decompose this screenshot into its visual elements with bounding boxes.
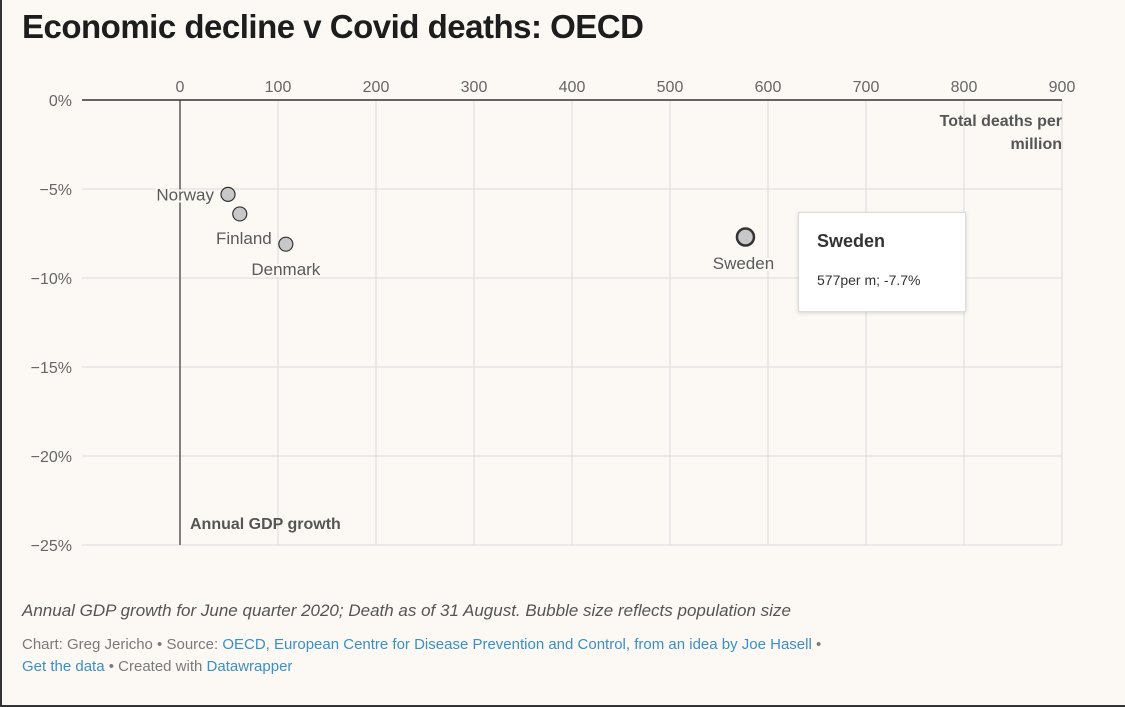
point-sweden [735, 227, 756, 247]
x-tick-label: 900 [1049, 79, 1076, 96]
y-tick-label: −15% [31, 360, 72, 377]
point-label-finland: Finland [216, 229, 272, 248]
x-axis-title: Total deaths per [940, 113, 1062, 130]
source-link[interactable]: OECD, European Centre for Disease Preven… [222, 636, 812, 653]
x-tick-label: 300 [461, 79, 488, 96]
x-tick-label: 500 [657, 79, 684, 96]
get-data-link[interactable]: Get the data [22, 658, 105, 675]
axis-layer [82, 99, 1062, 545]
point-norway [220, 186, 236, 202]
credit-sep: • [811, 636, 822, 653]
tooltip-sweden: Sweden 577per m; -7.7% [798, 212, 966, 312]
tick-layer: 0% −5% −10% −15% −20% −25% 0 100 200 300 400 500 600… [31, 79, 1076, 555]
x-tick-label: 600 [755, 79, 782, 96]
y-tick-label: −5% [40, 182, 72, 199]
y-axis-title: Annual GDP growth [190, 516, 341, 533]
point-label-sweden: Sweden [713, 254, 774, 273]
chart-credits: Chart: Greg Jericho • Source: OECD, Euro… [22, 634, 1022, 678]
point-label-norway: Norway [156, 185, 214, 204]
x-tick-label: 700 [853, 79, 880, 96]
tooltip-value: 577per m; -7.7% [817, 272, 921, 288]
y-tick-label: −25% [31, 538, 72, 555]
x-tick-label: 800 [951, 79, 978, 96]
datawrapper-link[interactable]: Datawrapper [206, 658, 293, 675]
point-layer: Norway Finland Denmark Sweden [154, 183, 776, 281]
y-tick-label: 0% [49, 93, 72, 110]
tooltip-title: Sweden [817, 231, 886, 251]
chart-notes: Annual GDP growth for June quarter 2020;… [22, 601, 791, 620]
scatter-chart: 0% −5% −10% −15% −20% −25% 0 100 200 300 400 500 600… [31, 79, 1076, 555]
y-tick-label: −10% [31, 271, 72, 288]
x-tick-label: 200 [363, 79, 390, 96]
point-finland [232, 206, 248, 222]
point-label-denmark: Denmark [251, 260, 320, 279]
x-axis-title-line2: million [1010, 136, 1062, 153]
x-tick-label: 400 [559, 79, 586, 96]
x-tick-label: 0 [176, 79, 185, 96]
frame-bottom-edge [0, 705, 1125, 707]
credit-sep-source: • Source: [152, 636, 223, 653]
chart-title: Economic decline v Covid deaths: OECD [22, 8, 644, 45]
grid-layer [82, 100, 1063, 546]
frame-left-edge [0, 0, 2, 707]
point-denmark [278, 236, 294, 252]
y-tick-label: −20% [31, 449, 72, 466]
credit-author: Chart: Greg Jericho [22, 636, 153, 653]
x-tick-label: 100 [265, 79, 292, 96]
credit-sep-created: • Created with [104, 658, 207, 675]
